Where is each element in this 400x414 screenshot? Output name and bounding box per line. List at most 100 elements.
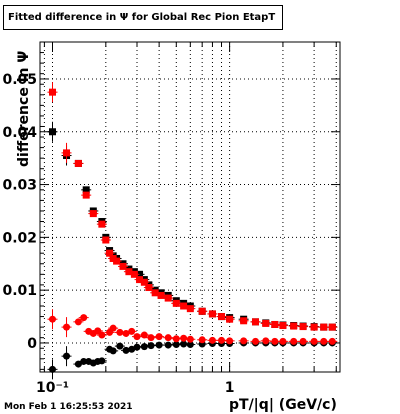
data-point-circle (63, 352, 71, 360)
chart-title: Fitted difference in Ψ for Global Rec Pi… (8, 12, 276, 23)
data-point-square (328, 323, 336, 331)
data-point-circle (218, 336, 226, 344)
data-point-circle (140, 331, 148, 339)
data-point-circle (164, 341, 172, 349)
data-point-square (320, 323, 328, 331)
data-point-circle (98, 331, 106, 339)
data-point-square (63, 149, 71, 157)
data-point-circle (310, 337, 318, 345)
data-point-square (98, 220, 106, 228)
data-point-circle (155, 341, 163, 349)
data-point-square (271, 320, 279, 328)
data-point-circle (320, 337, 328, 345)
data-point-circle (140, 343, 148, 351)
data-point-circle (328, 337, 336, 345)
data-point-square (82, 186, 90, 194)
data-point-square (164, 294, 172, 302)
data-point-square (186, 305, 194, 313)
data-point-circle (147, 342, 155, 350)
data-point-circle (74, 318, 82, 326)
data-point-circle (262, 337, 270, 345)
data-point-circle (80, 314, 88, 322)
data-point-square (140, 278, 148, 286)
data-point-square (145, 284, 153, 292)
y-tick-label: 0.02 (2, 230, 37, 246)
data-point-circle (186, 341, 194, 349)
data-point-square (299, 323, 307, 331)
data-point-square (125, 268, 133, 276)
data-point-square (240, 317, 248, 325)
data-point-circle (172, 335, 180, 343)
plot-area-background (40, 42, 340, 372)
data-point-circle (49, 365, 57, 373)
data-point-square (157, 291, 165, 299)
data-point-circle (299, 337, 307, 345)
y-axis-title: difference in Ψ (16, 50, 32, 167)
data-point-circle (49, 315, 57, 323)
data-point-circle (208, 336, 216, 344)
data-point-circle (251, 337, 259, 345)
data-series (47, 82, 338, 380)
data-point-circle (63, 323, 71, 331)
data-point-square (198, 307, 206, 315)
data-point-square (251, 318, 259, 326)
title-box: Fitted difference in Ψ for Global Rec Pi… (3, 5, 283, 30)
data-point-square (74, 159, 82, 167)
data-point-circle (186, 335, 194, 343)
data-point-circle (98, 357, 106, 365)
data-point-circle (74, 360, 82, 368)
data-point-circle (133, 343, 141, 351)
y-tick-label: 0.05 (2, 72, 37, 88)
data-point-circle (116, 328, 124, 336)
data-point-circle (226, 337, 234, 345)
x-tick-label: 1 (225, 380, 235, 396)
data-point-circle (109, 324, 117, 332)
data-point-circle (133, 333, 141, 341)
y-tick-label: 0 (27, 336, 37, 352)
x-axis-title: pT/|q| (GeV/c) (229, 397, 337, 413)
data-point-circle (271, 337, 279, 345)
data-point-circle (180, 334, 188, 342)
data-point-square (49, 128, 57, 136)
data-point-circle (279, 337, 287, 345)
data-point-circle (240, 337, 248, 345)
data-point-square (113, 257, 121, 265)
data-point-square (310, 323, 318, 331)
data-point-circle (290, 337, 298, 345)
data-point-square (262, 319, 270, 327)
x-tick-label: 10⁻¹ (36, 380, 69, 396)
data-point-square (82, 191, 90, 199)
data-point-square (172, 299, 180, 307)
data-point-circle (155, 333, 163, 341)
footer-timestamp: Mon Feb 1 16:25:53 2021 (4, 402, 133, 412)
data-point-square (136, 276, 144, 284)
data-point-square (290, 322, 298, 330)
data-point-square (106, 249, 114, 257)
tick-labels: 0 0.01 0.02 0.03 0.04 0.05 10⁻¹ 1 (2, 72, 234, 396)
data-point-circle (116, 342, 124, 350)
data-point-square (218, 313, 226, 321)
data-point-square (49, 88, 57, 96)
y-tick-label: 0.01 (2, 283, 37, 299)
data-point-square (208, 310, 216, 318)
data-point-circle (109, 347, 117, 355)
data-point-square (89, 210, 97, 218)
data-point-square (226, 315, 234, 323)
plot-frame (39, 41, 341, 373)
data-point-square (130, 270, 138, 278)
y-tick-label: 0.03 (2, 178, 37, 194)
data-point-circle (128, 327, 136, 335)
data-point-square (136, 270, 144, 278)
data-point-square (119, 262, 127, 270)
data-point-circle (198, 336, 206, 344)
data-point-circle (180, 340, 188, 348)
data-point-circle (122, 346, 130, 354)
data-point-square (180, 302, 188, 310)
data-point-circle (164, 334, 172, 342)
data-point-circle (172, 341, 180, 349)
data-point-circle (147, 334, 155, 342)
y-tick-label: 0.04 (2, 125, 37, 141)
data-point-square (151, 289, 159, 297)
data-point-square (279, 322, 287, 330)
